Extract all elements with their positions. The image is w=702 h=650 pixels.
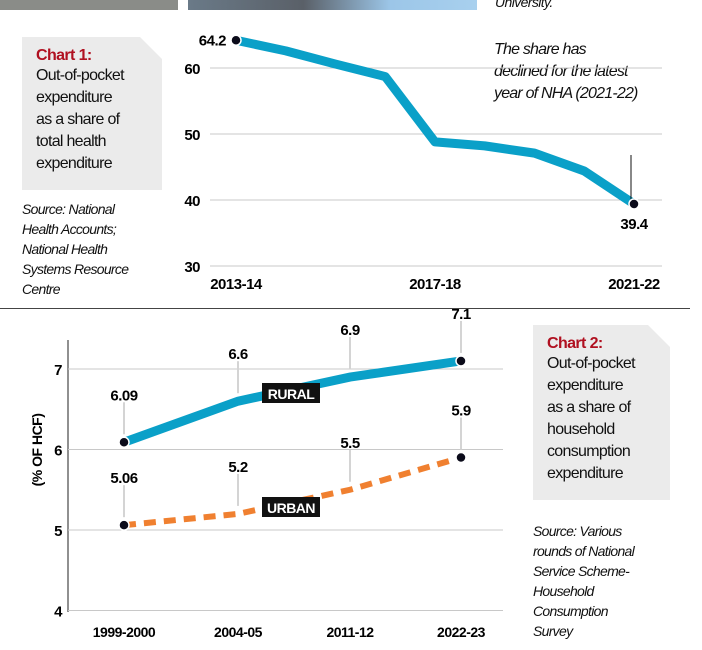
data-point bbox=[230, 34, 242, 47]
desc-line: as a share of bbox=[36, 111, 120, 128]
data-label: 5.9 bbox=[451, 403, 471, 420]
chart1-source: Source: National Health Accounts; Nation… bbox=[22, 199, 129, 299]
data-label: 6.9 bbox=[340, 322, 360, 339]
data-point bbox=[118, 519, 130, 531]
y-axis-label: (% OF HCF) bbox=[29, 414, 45, 487]
data-label: 5.06 bbox=[110, 470, 137, 487]
section-divider bbox=[0, 308, 690, 309]
y-tick-label: 4 bbox=[54, 604, 63, 621]
x-tick-label: 2011-12 bbox=[326, 624, 374, 640]
data-point bbox=[455, 451, 467, 464]
desc-line: expenditure bbox=[547, 377, 623, 394]
y-tick-label: 7 bbox=[54, 362, 62, 379]
chart2-description: Out-of-pocket expenditure as a share of … bbox=[547, 353, 656, 485]
y-tick-label: 40 bbox=[184, 193, 200, 210]
series-tag-urban: URBAN bbox=[267, 500, 315, 516]
x-tick-label: 2021-22 bbox=[608, 276, 660, 293]
desc-line: total health bbox=[36, 133, 106, 150]
source-line: Source: Various bbox=[533, 523, 622, 539]
desc-line: expenditure bbox=[547, 465, 623, 482]
source-line: National Health bbox=[22, 241, 108, 257]
chart2-title-box: Chart 2: Out-of-pocket expenditure as a … bbox=[533, 325, 670, 500]
source-line: Household bbox=[533, 583, 594, 599]
desc-line: expenditure bbox=[36, 155, 112, 172]
series-tag-rural: RURAL bbox=[268, 386, 315, 402]
data-point bbox=[455, 355, 467, 367]
chart1-label: Chart 1: bbox=[36, 47, 92, 64]
chart1-description: Out-of-pocket expenditure as a share of … bbox=[36, 65, 148, 175]
data-label: 7.1 bbox=[451, 306, 471, 323]
chart1-annotation: The share has declined for the latest ye… bbox=[494, 39, 638, 105]
photo-caption-tail: University. bbox=[495, 0, 553, 10]
note-line: The share has bbox=[494, 41, 587, 58]
series-tag-bg bbox=[262, 497, 320, 517]
desc-line: expenditure bbox=[36, 89, 112, 106]
source-line: Source: National bbox=[22, 201, 115, 217]
photo-strip-right bbox=[188, 0, 477, 10]
series-line bbox=[235, 35, 637, 208]
source-line: Centre bbox=[22, 281, 61, 297]
data-label: 64.2 bbox=[199, 32, 226, 49]
desc-line: Out-of-pocket bbox=[36, 67, 124, 84]
y-tick-label: 6 bbox=[54, 443, 62, 460]
data-point bbox=[118, 436, 130, 449]
x-tick-label: 2004-05 bbox=[214, 624, 263, 640]
desc-line: as a share of bbox=[547, 399, 631, 416]
note-line: declined for the latest bbox=[494, 63, 629, 80]
data-label: 39.4 bbox=[620, 216, 648, 233]
desc-line: household bbox=[547, 421, 615, 438]
chart2-source: Source: Various rounds of National Servi… bbox=[533, 521, 635, 641]
source-line: rounds of National bbox=[533, 543, 635, 559]
x-tick-label: 1999-2000 bbox=[93, 624, 156, 640]
y-tick-label: 30 bbox=[184, 259, 200, 276]
note-line: year of NHA (2021-22) bbox=[494, 85, 638, 102]
y-tick-label: 50 bbox=[184, 127, 200, 144]
data-label: 5.5 bbox=[340, 435, 360, 452]
series-tag-bg bbox=[262, 383, 320, 403]
data-label: 6.6 bbox=[228, 346, 248, 363]
source-line: Consumption bbox=[533, 603, 608, 619]
chart2-label: Chart 2: bbox=[547, 335, 603, 352]
photo-strip-left bbox=[0, 0, 178, 10]
data-label: 6.09 bbox=[110, 387, 137, 404]
data-label: 5.2 bbox=[228, 459, 248, 476]
source-line: Systems Resource bbox=[22, 261, 129, 277]
chart1-title-box: Chart 1: Out-of-pocket expenditure as a … bbox=[22, 37, 162, 190]
y-tick-label: 5 bbox=[54, 523, 62, 540]
source-line: Health Accounts; bbox=[22, 221, 117, 237]
data-point bbox=[628, 198, 640, 210]
desc-line: consumption bbox=[547, 443, 631, 460]
source-line: Survey bbox=[533, 623, 573, 639]
x-tick-label: 2017-18 bbox=[409, 276, 461, 293]
source-line: Service Scheme- bbox=[533, 563, 630, 579]
x-tick-label: 2022-23 bbox=[437, 624, 486, 640]
y-tick-label: 60 bbox=[184, 61, 200, 78]
desc-line: Out-of-pocket bbox=[547, 355, 635, 372]
x-tick-label: 2013-14 bbox=[210, 276, 263, 293]
